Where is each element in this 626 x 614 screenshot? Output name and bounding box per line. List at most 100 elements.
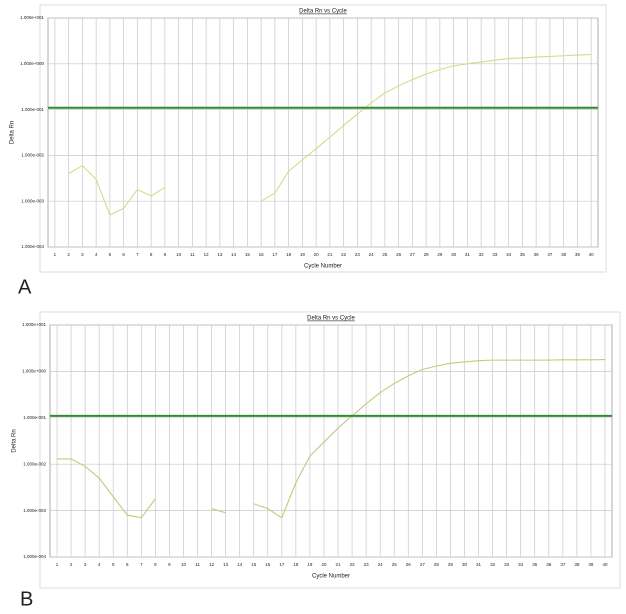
x-tick-label: 6	[126, 562, 129, 567]
x-tick-label: 1	[54, 252, 57, 257]
x-tick-label: 2	[67, 252, 70, 257]
x-tick-label: 1	[56, 562, 59, 567]
x-tick-label: 28	[424, 252, 430, 257]
chart-title: Delta Rn vs Cycle	[299, 9, 347, 15]
x-tick-label: 37	[560, 562, 566, 567]
x-axis-label: Cycle Number	[304, 264, 342, 270]
x-tick-label: 29	[437, 252, 443, 257]
x-tick-label: 25	[382, 252, 388, 257]
x-tick-label: 26	[406, 562, 412, 567]
plot-area	[49, 324, 613, 558]
x-tick-label: 31	[476, 562, 482, 567]
y-tick-label: 1.000e-002	[23, 461, 46, 466]
x-tick-label: 23	[364, 562, 370, 567]
x-tick-label: 31	[465, 252, 471, 257]
x-tick-label: 15	[251, 562, 257, 567]
x-tick-label: 39	[575, 252, 581, 257]
x-tick-label: 32	[490, 562, 496, 567]
x-tick-label: 21	[327, 252, 333, 257]
plot-area	[47, 17, 599, 248]
x-tick-label: 22	[341, 252, 347, 257]
x-axis-label: Cycle Number	[312, 574, 350, 580]
x-tick-label: 9	[164, 252, 167, 257]
x-tick-label: 21	[336, 562, 342, 567]
x-tick-label: 35	[532, 562, 538, 567]
x-tick-label: 8	[150, 252, 153, 257]
x-tick-label: 10	[176, 252, 182, 257]
x-tick-label: 12	[204, 252, 210, 257]
x-tick-label: 18	[286, 252, 292, 257]
x-tick-label: 9	[168, 562, 171, 567]
y-axis-label: Delta Rn	[12, 429, 18, 452]
x-tick-label: 11	[195, 562, 200, 567]
x-tick-label: 27	[410, 252, 416, 257]
x-tick-label: 11	[190, 252, 195, 257]
x-tick-label: 17	[279, 562, 285, 567]
x-tick-label: 14	[231, 252, 237, 257]
y-tick-label: 1.000e-002	[21, 153, 44, 158]
x-tick-label: 40	[602, 562, 608, 567]
y-tick-label: 1.000e+001	[22, 322, 46, 327]
x-tick-label: 7	[136, 252, 139, 257]
x-tick-label: 20	[314, 252, 320, 257]
y-tick-label: 1.000e-001	[21, 107, 44, 112]
x-tick-label: 24	[369, 252, 375, 257]
data-line	[57, 359, 605, 519]
x-tick-label: 33	[492, 252, 498, 257]
y-tick-label: 1.000e+000	[20, 61, 44, 66]
x-tick-label: 34	[506, 252, 512, 257]
x-tick-label: 13	[223, 562, 229, 567]
x-tick-label: 4	[98, 562, 101, 567]
x-tick-label: 26	[396, 252, 402, 257]
x-tick-label: 19	[300, 252, 306, 257]
chart-title: Delta Rn vs Cycle	[307, 316, 355, 322]
x-tick-label: 3	[81, 252, 84, 257]
x-tick-label: 38	[574, 562, 580, 567]
y-tick-label: 1.000e+001	[20, 15, 44, 20]
y-tick-label: 1.000e-003	[21, 198, 44, 203]
x-tick-label: 18	[293, 562, 299, 567]
x-tick-label: 12	[209, 562, 215, 567]
x-tick-label: 38	[561, 252, 567, 257]
x-tick-label: 24	[378, 562, 384, 567]
x-tick-label: 30	[451, 252, 457, 257]
x-tick-label: 30	[462, 562, 468, 567]
x-tick-label: 15	[245, 252, 251, 257]
x-tick-label: 29	[448, 562, 454, 567]
x-tick-label: 23	[355, 252, 361, 257]
y-tick-label: 1.000e-003	[23, 508, 46, 513]
y-tick-label: 1.000e-004	[23, 554, 46, 559]
x-tick-label: 2	[70, 562, 73, 567]
x-tick-label: 4	[95, 252, 98, 257]
panel-label: A	[18, 276, 32, 298]
x-tick-label: 16	[265, 562, 271, 567]
x-tick-label: 37	[547, 252, 553, 257]
x-tick-label: 32	[479, 252, 485, 257]
x-tick-label: 33	[504, 562, 510, 567]
x-tick-label: 36	[534, 252, 540, 257]
x-tick-label: 22	[350, 562, 356, 567]
panel-label: B	[20, 588, 33, 610]
y-axis-label: Delta Rn	[10, 121, 16, 144]
x-tick-label: 39	[588, 562, 594, 567]
x-tick-label: 6	[122, 252, 125, 257]
x-tick-label: 35	[520, 252, 526, 257]
y-tick-label: 1.000e-001	[23, 415, 46, 420]
x-tick-label: 14	[237, 562, 243, 567]
x-tick-label: 5	[112, 562, 115, 567]
x-tick-label: 8	[154, 562, 157, 567]
x-tick-label: 28	[434, 562, 440, 567]
data-line	[68, 53, 592, 216]
x-tick-label: 3	[84, 562, 87, 567]
y-tick-label: 1.000e-004	[21, 244, 44, 249]
x-tick-label: 36	[546, 562, 552, 567]
x-tick-label: 7	[140, 562, 143, 567]
x-tick-label: 20	[321, 562, 327, 567]
x-tick-label: 40	[589, 252, 595, 257]
x-tick-label: 19	[307, 562, 313, 567]
x-tick-label: 27	[420, 562, 426, 567]
x-tick-label: 10	[181, 562, 187, 567]
x-tick-label: 17	[272, 252, 278, 257]
x-tick-label: 13	[217, 252, 223, 257]
